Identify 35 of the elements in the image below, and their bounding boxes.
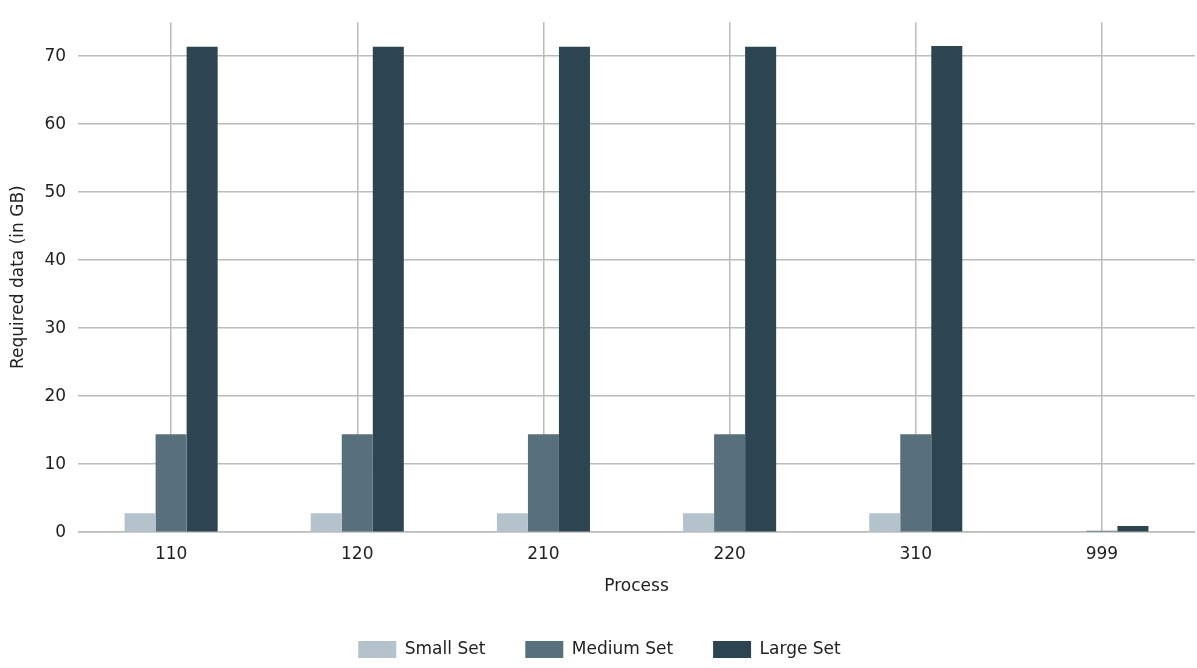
bar xyxy=(496,513,528,532)
y-tick-label: 50 xyxy=(44,180,67,201)
y-tick-label: 0 xyxy=(55,520,67,541)
y-tick-label: 10 xyxy=(44,452,67,473)
bar xyxy=(714,434,746,532)
bar xyxy=(900,434,932,532)
bar xyxy=(310,513,342,532)
y-tick-label: 60 xyxy=(44,112,67,133)
bar xyxy=(683,513,715,532)
bar xyxy=(527,434,559,532)
x-tick-label: 220 xyxy=(713,542,746,563)
bar xyxy=(124,513,156,532)
legend-label: Small Set xyxy=(404,637,486,658)
bar xyxy=(341,434,373,532)
x-tick-label: 110 xyxy=(154,542,188,563)
y-axis-title: Required data (in GB) xyxy=(6,185,27,370)
x-axis-title: Process xyxy=(604,575,669,596)
bar xyxy=(186,46,218,532)
bar xyxy=(372,46,404,532)
y-tick-label: 40 xyxy=(44,248,67,269)
bar xyxy=(869,513,901,532)
legend-label: Large Set xyxy=(759,637,842,658)
bar xyxy=(155,434,187,532)
legend-label: Medium Set xyxy=(571,637,674,658)
bar xyxy=(931,46,963,532)
x-tick-label: 210 xyxy=(527,542,560,563)
x-tick-label: 310 xyxy=(899,542,932,563)
y-tick-label: 30 xyxy=(44,316,67,337)
y-tick-label: 70 xyxy=(44,44,67,65)
y-tick-label: 20 xyxy=(44,384,67,405)
x-tick-label: 999 xyxy=(1085,542,1119,563)
x-tick-label: 120 xyxy=(341,542,374,563)
bar xyxy=(558,46,590,532)
bar xyxy=(745,46,777,532)
bar xyxy=(1117,526,1149,532)
